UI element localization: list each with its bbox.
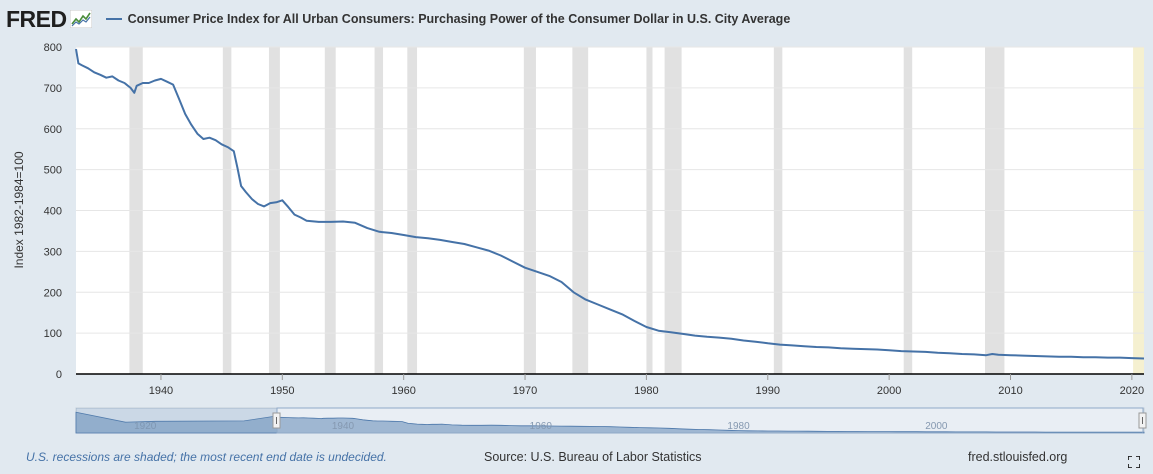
y-tick-label: 0 — [56, 369, 62, 381]
y-tick-label: 500 — [44, 165, 62, 177]
navigator-series-area — [75, 411, 1145, 434]
y-tick-label: 200 — [44, 287, 62, 299]
site-link[interactable]: fred.stlouisfed.org — [968, 450, 1068, 464]
x-tick-label: 2020 — [1120, 385, 1144, 397]
navigator-left-handle[interactable] — [272, 412, 281, 429]
x-tick-label: 1960 — [391, 385, 415, 397]
range-navigator[interactable]: 1920 1940 1960 1980 2000 — [75, 407, 1147, 434]
y-tick-label: 600 — [44, 124, 62, 136]
x-tick-label: 2000 — [877, 385, 901, 397]
fullscreen-icon[interactable] — [1128, 456, 1140, 468]
navigator-label: 1940 — [332, 421, 355, 432]
y-axis-label: Index 1982-1984=100 — [12, 151, 26, 268]
y-tick-label: 100 — [44, 328, 62, 340]
navigator-left-shade — [76, 408, 277, 433]
fred-logo[interactable]: FRED — [6, 6, 92, 33]
y-tick-labels: 0 100 200 300 400 500 600 700 800 — [44, 42, 62, 381]
navigator-selected-range[interactable] — [276, 407, 1144, 434]
chart-header: FRED Consumer Price Index for All Urban … — [0, 0, 1153, 38]
navigator-right-handle[interactable] — [1138, 412, 1147, 429]
series-line — [75, 48, 1145, 360]
x-tick-label: 1940 — [149, 385, 173, 397]
chart-title: Consumer Price Index for All Urban Consu… — [127, 12, 791, 26]
series-layer — [75, 48, 1145, 360]
legend-line-swatch — [105, 18, 122, 20]
navigator-label: 1960 — [530, 421, 553, 432]
recession-note: U.S. recessions are shaded; the most rec… — [26, 450, 387, 464]
y-tick-label: 700 — [44, 83, 62, 95]
x-tick-labels: 1940 1950 1960 1970 1980 1990 2000 2010 2020 — [149, 374, 1144, 397]
navigator-label: 1980 — [727, 421, 750, 432]
navigator-label: 1920 — [134, 421, 157, 432]
source-text: Source: U.S. Bureau of Labor Statistics — [484, 450, 702, 464]
x-tick-label: 1990 — [756, 385, 780, 397]
fred-logo-text: FRED — [6, 5, 67, 32]
y-tick-label: 800 — [44, 42, 62, 54]
x-tick-label: 1970 — [513, 385, 537, 397]
x-tick-label: 2010 — [998, 385, 1022, 397]
navigator-label: 2000 — [925, 421, 948, 432]
y-tick-label: 300 — [44, 246, 62, 258]
fred-chart-icon — [69, 10, 92, 28]
x-tick-label: 1950 — [270, 385, 294, 397]
navigator-labels: 1920 1940 1960 1980 2000 — [134, 421, 948, 432]
y-tick-label: 400 — [44, 206, 62, 218]
grid-lines — [76, 46, 1144, 334]
x-tick-label: 1980 — [634, 385, 658, 397]
